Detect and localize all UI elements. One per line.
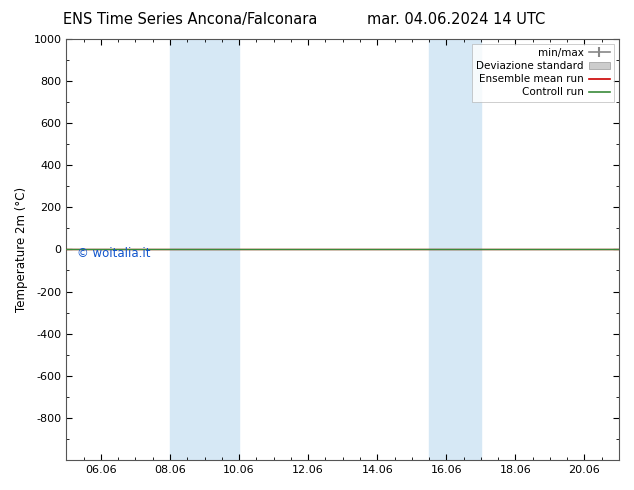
Text: © woitalia.it: © woitalia.it [77,247,151,260]
Y-axis label: Temperature 2m (°C): Temperature 2m (°C) [15,187,28,312]
Bar [429,39,481,460]
Bar [170,39,239,460]
Text: ENS Time Series Ancona/Falconara: ENS Time Series Ancona/Falconara [63,12,318,27]
Legend: min/max, Deviazione standard, Ensemble mean run, Controll run: min/max, Deviazione standard, Ensemble m… [472,44,614,101]
Text: mar. 04.06.2024 14 UTC: mar. 04.06.2024 14 UTC [367,12,546,27]
